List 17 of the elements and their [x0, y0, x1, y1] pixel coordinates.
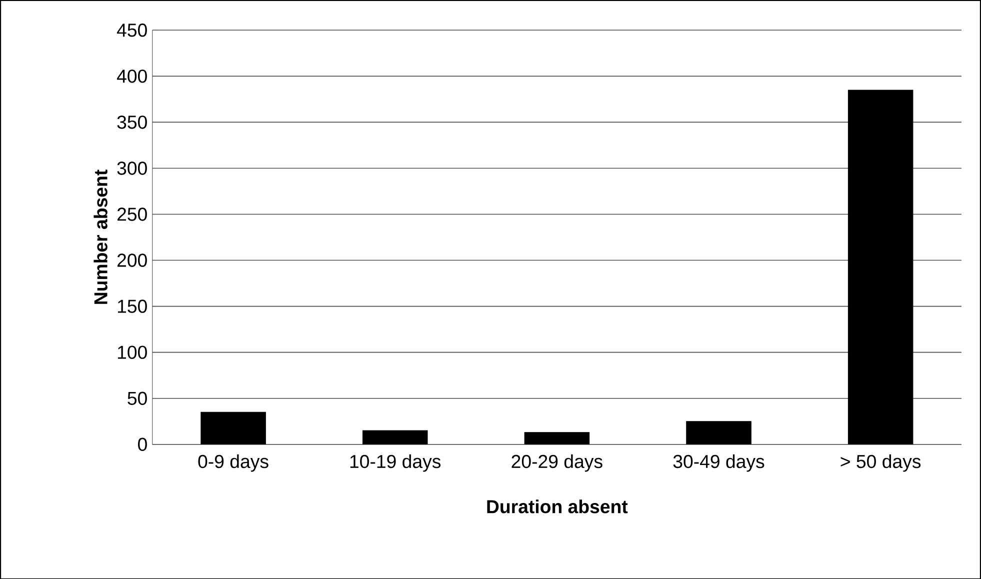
y-tick-label: 300 [117, 161, 147, 175]
y-tick-label: 250 [117, 207, 147, 221]
x-axis-title: Duration absent [487, 499, 628, 514]
y-tick-label: 100 [118, 346, 147, 359]
x-tick-label: 10-19 days [350, 454, 441, 472]
y-tick-label: 50 [128, 392, 147, 405]
x-tick-label: > 50 days [840, 454, 921, 472]
x-tick-label: 30-49 days [673, 454, 764, 472]
y-tick-label: 200 [117, 253, 147, 267]
x-tick-label: 20-29 days [512, 454, 602, 472]
y-tick-label: 0 [138, 438, 147, 451]
y-tick-label: 450 [116, 23, 147, 37]
y-tick-label: 150 [118, 299, 147, 313]
y-tick-label: 400 [116, 69, 147, 83]
x-tick-label: 0-9 days [198, 454, 268, 472]
y-axis-title: Number absent [94, 169, 108, 304]
y-tick-label: 350 [117, 115, 147, 129]
